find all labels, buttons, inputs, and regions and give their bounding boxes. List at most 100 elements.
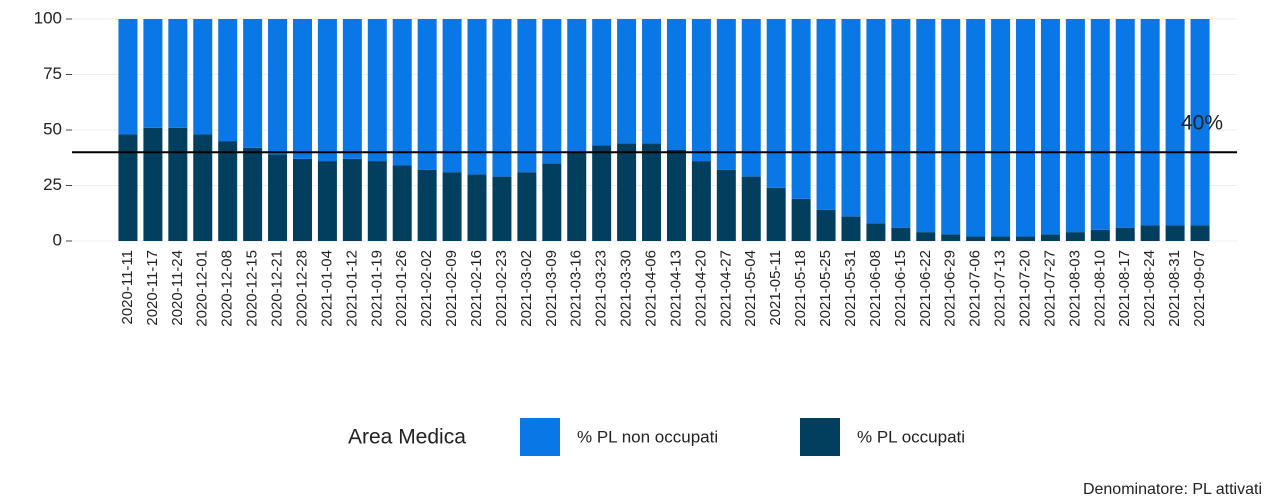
bar-segment	[691, 161, 711, 241]
x-tick-label: 2020-12-15	[244, 250, 261, 327]
bar-segment	[268, 154, 288, 241]
bar-segment	[243, 19, 263, 148]
bar-segment	[791, 198, 811, 241]
x-tick-label: 2021-08-03	[1066, 250, 1083, 327]
x-tick-label: 2021-04-06	[643, 250, 660, 327]
bar-segment	[1090, 19, 1110, 230]
bar-segment	[642, 143, 662, 241]
bar-segment	[592, 19, 612, 146]
bar-segment	[442, 19, 462, 173]
bar-segment	[143, 127, 163, 241]
bar-segment	[193, 134, 213, 241]
bar-segment	[567, 19, 587, 153]
bar-segment	[268, 19, 288, 155]
x-tick-label: 2021-09-07	[1191, 250, 1208, 327]
bar-segment	[1190, 19, 1210, 226]
bar-segment	[966, 236, 986, 241]
x-tick-label: 2021-01-19	[368, 250, 385, 327]
bar-segment	[542, 163, 562, 241]
bar-segment	[592, 145, 612, 241]
bar-segment	[891, 19, 911, 228]
bar-segment	[367, 19, 387, 162]
bar-segment	[1165, 19, 1185, 226]
y-tick-label: 25	[43, 175, 62, 194]
bar-segment	[642, 19, 662, 144]
legend-title: Area Medica	[348, 426, 466, 449]
x-tick-label: 2020-12-01	[194, 250, 211, 327]
bar-segment	[741, 19, 761, 177]
x-tick-label: 2020-11-17	[144, 250, 161, 326]
legend-swatch	[800, 418, 840, 456]
x-tick-label: 2021-05-31	[842, 250, 859, 327]
x-tick-label: 2021-08-10	[1091, 250, 1108, 327]
x-tick-label: 2021-06-22	[917, 250, 934, 327]
bar-segment	[766, 19, 786, 188]
bar-segment	[118, 19, 138, 135]
y-tick-label: 0	[53, 230, 62, 249]
y-tick-label: 75	[43, 64, 62, 83]
x-tick-label: 2021-05-11	[767, 250, 784, 326]
bar-segment	[317, 161, 337, 241]
y-tick-label: 50	[43, 119, 62, 138]
bar-segment	[218, 19, 238, 142]
x-tick-label: 2021-06-15	[892, 250, 909, 327]
x-tick-label: 2021-01-04	[318, 250, 335, 327]
x-tick-label: 2021-03-30	[618, 250, 635, 327]
bar-segment	[666, 149, 686, 241]
x-tick-label: 2020-11-24	[169, 250, 186, 326]
x-tick-label: 2021-03-23	[593, 250, 610, 327]
bar-segment	[317, 19, 337, 162]
x-tick-label: 2021-03-02	[518, 250, 535, 327]
x-tick-label: 2021-06-29	[942, 250, 959, 327]
bar-segment	[941, 234, 961, 241]
bar-segment	[741, 176, 761, 241]
reference-label: 40%	[1181, 112, 1223, 135]
x-tick-label: 2021-01-12	[343, 250, 360, 327]
x-tick-label: 2020-12-21	[269, 250, 286, 327]
x-tick-label: 2021-04-27	[717, 250, 734, 327]
x-tick-label: 2021-05-25	[817, 250, 834, 327]
x-tick-label: 2021-06-08	[867, 250, 884, 327]
bar-segment	[1065, 19, 1085, 233]
bar-segment	[916, 232, 936, 241]
x-tick-label: 2020-12-28	[293, 250, 310, 327]
x-tick-label: 2021-07-06	[967, 250, 984, 327]
x-tick-label: 2021-02-23	[493, 250, 510, 327]
bar-segment	[766, 187, 786, 241]
bar-segment	[392, 165, 412, 241]
x-tick-label: 2021-07-20	[1016, 250, 1033, 327]
bar-segment	[1040, 234, 1060, 241]
bar-segment	[666, 19, 686, 150]
bar-segment	[891, 227, 911, 241]
legend-swatch	[520, 418, 560, 456]
bar-segment	[991, 19, 1011, 237]
y-tick-label: 100	[34, 8, 62, 27]
bar-segment	[1090, 229, 1110, 241]
bar-segment	[791, 19, 811, 199]
bar-segment	[716, 169, 736, 241]
bar-segment	[941, 19, 961, 235]
bar-segment	[342, 19, 362, 159]
bar-segment	[517, 19, 537, 173]
bar-segment	[292, 158, 312, 241]
bar-segment	[716, 19, 736, 170]
bar-segment	[168, 19, 188, 128]
bar-segment	[916, 19, 936, 233]
bar-segment	[866, 19, 886, 224]
bar-segment	[966, 19, 986, 237]
bar-segment	[1065, 232, 1085, 241]
x-tick-label: 2021-05-18	[792, 250, 809, 327]
bar-segment	[617, 19, 637, 144]
x-tick-label: 2021-07-13	[992, 250, 1009, 327]
bar-segment	[542, 19, 562, 164]
bar-segment	[118, 134, 138, 241]
bar-segment	[492, 176, 512, 241]
bar-segment	[1165, 225, 1185, 241]
x-tick-label: 2021-02-09	[443, 250, 460, 327]
bar-segment	[218, 141, 238, 241]
bar-segment	[442, 172, 462, 241]
bar-segment	[417, 169, 437, 241]
x-tick-label: 2021-08-31	[1166, 250, 1183, 327]
bar-segment	[342, 158, 362, 241]
x-tick-label: 2021-07-27	[1041, 250, 1058, 327]
